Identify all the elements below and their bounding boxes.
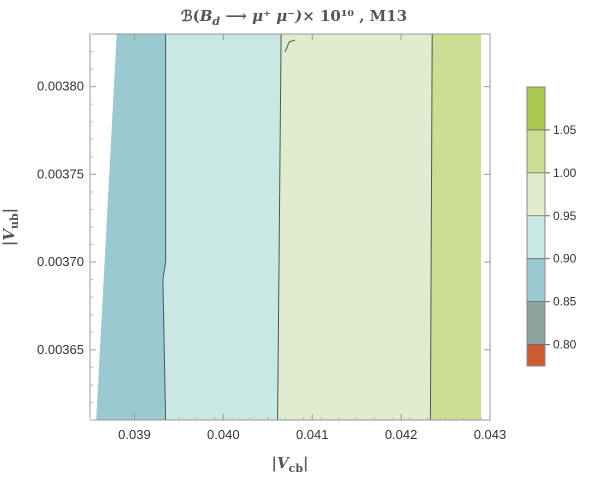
legend: 0.80 0.85 0.90 0.95 1.00 1.05	[526, 86, 577, 367]
contour-line-0.9	[162, 34, 167, 421]
legend-bin	[527, 172, 545, 216]
legend-frame	[526, 86, 546, 367]
legend-bin	[527, 301, 545, 345]
legend-label: 0.95	[553, 209, 577, 223]
x-tick-label: 0.042	[385, 427, 418, 442]
y-tick-label: 0.00365	[37, 342, 84, 357]
x-tick-label: 0.040	[207, 427, 240, 442]
x-tick-label: 0.039	[118, 427, 151, 442]
legend-bin	[527, 344, 545, 366]
plot-area	[89, 33, 491, 421]
x-axis: 0.039 0.040 0.041 0.042 0.043 |Vcb|	[89, 34, 507, 475]
y-tick-label: 0.00370	[37, 254, 84, 269]
x-tick-label: 0.041	[296, 427, 329, 442]
y-tick-label: 0.00375	[37, 166, 84, 181]
legend-bin	[527, 87, 545, 130]
region-0.90-0.95	[162, 34, 282, 420]
contour-line-0.95	[277, 33, 282, 421]
legend-label: 1.00	[553, 166, 577, 180]
legend-label: 0.90	[553, 252, 577, 266]
x-tick-label: 0.043	[474, 427, 507, 442]
y-axis: 0.00365 0.00370 0.00375 0.00380 |Vub|	[0, 33, 490, 421]
region-0.95-1.00	[277, 34, 433, 420]
chart-title: ℬ(Bd ⟶ μ⁺ μ⁻)× 10¹⁰ , M13	[181, 7, 407, 28]
contour-line-1	[429, 33, 433, 421]
legend-bin	[527, 215, 545, 259]
legend-label: 0.80	[553, 338, 577, 352]
region-1.00-1.05	[430, 34, 482, 420]
x-axis-title: |Vcb|	[272, 454, 309, 475]
legend-bin	[527, 258, 545, 302]
contour-artifact	[284, 39, 296, 53]
y-axis-title: |Vub|	[0, 208, 21, 246]
region-0.85-0.90	[96, 34, 166, 420]
legend-label: 0.85	[553, 295, 577, 309]
legend-label: 1.05	[553, 123, 577, 137]
y-tick-label: 0.00380	[37, 79, 84, 94]
legend-bin	[527, 129, 545, 173]
